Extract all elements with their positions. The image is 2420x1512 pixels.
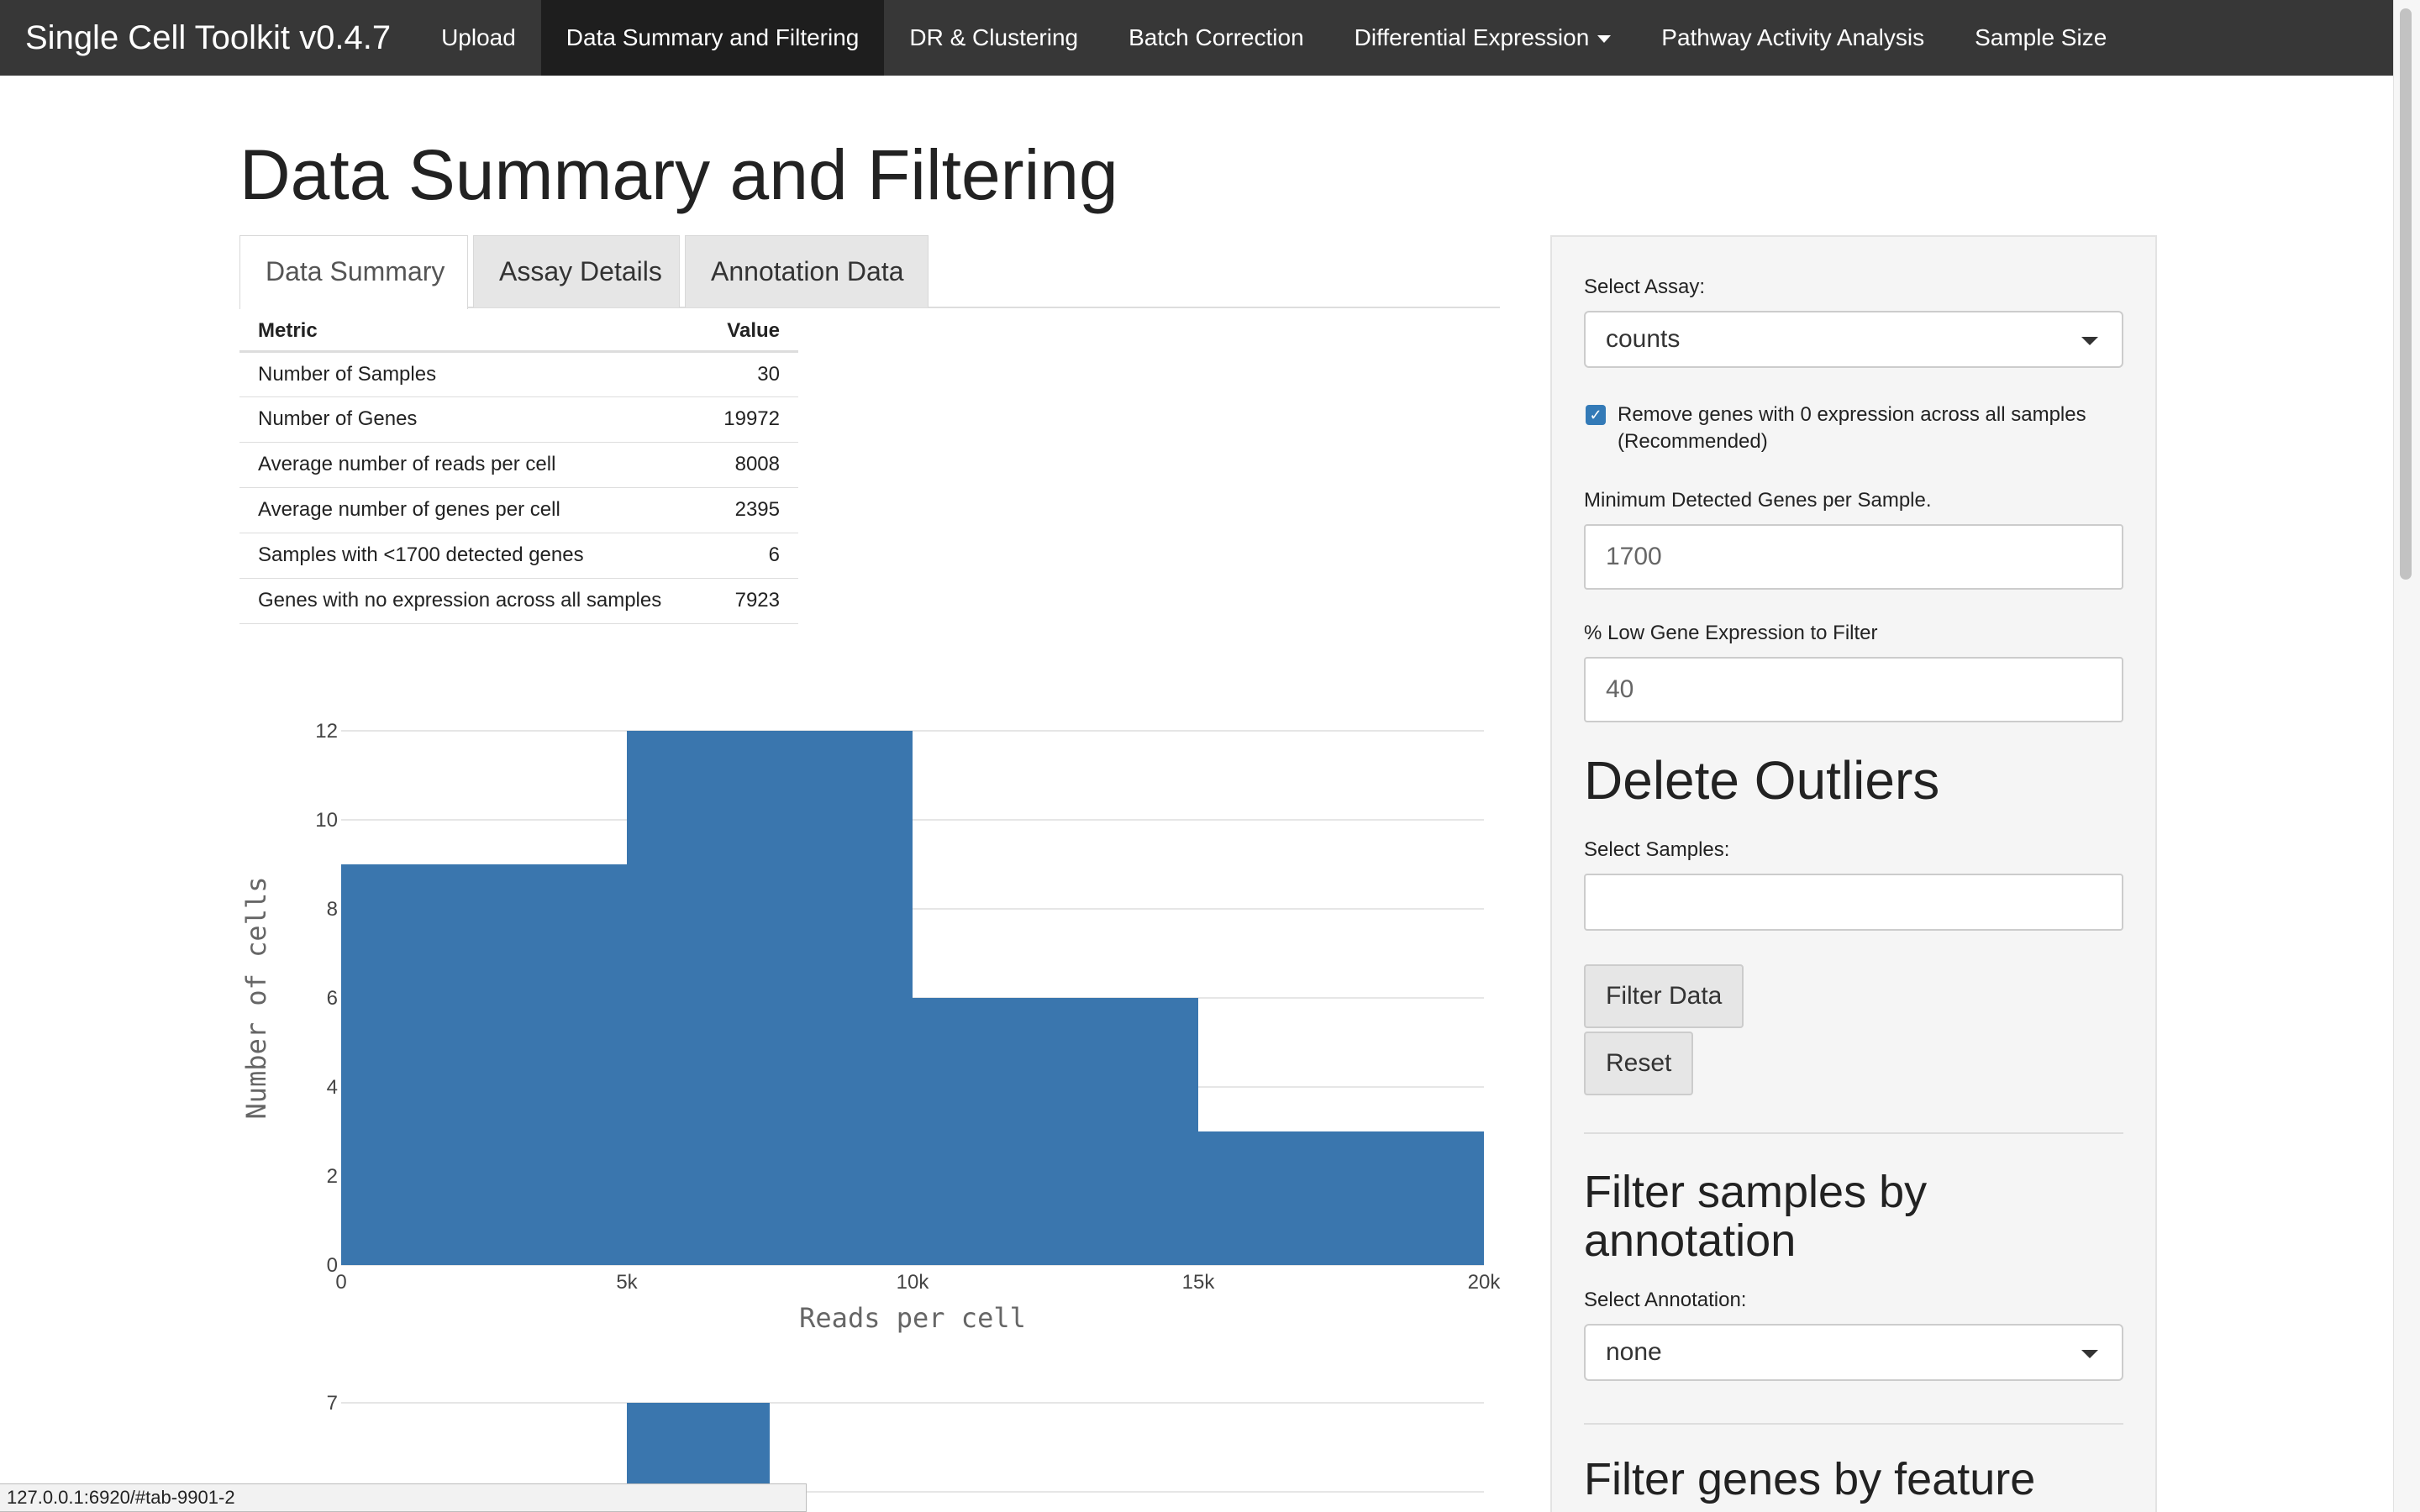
x-tick-label: 5k [616,1271,638,1294]
annotation-select[interactable]: none [1584,1324,2123,1381]
remove-genes-checkbox[interactable]: ✓ [1586,405,1606,425]
reset-button[interactable]: Reset [1584,1032,1694,1095]
y-tick-label: 0 [327,1254,338,1277]
y-tick-label: 12 [315,720,338,743]
section-divider [1584,1423,2123,1425]
value-cell: 2395 [701,487,798,533]
value-cell: 19972 [701,396,798,443]
caret-down-icon [1597,35,1612,44]
y-tick-label: 10 [315,809,338,832]
select-annotation-label: Select Annotation: [1584,1289,1747,1311]
select-samples-label: Select Samples: [1584,838,1730,861]
histogram-bar[interactable] [1198,1131,1484,1265]
filter-annotation-heading: Filter samples by annotation [1584,1167,1928,1266]
caret-down-icon [2081,1350,2098,1358]
nav-differential-expression-label: Differential Expression [1354,24,1590,50]
metric-cell: Average number of reads per cell [239,442,701,488]
table-row: Genes with no expression across all samp… [239,578,798,624]
table-row: Average number of genes per cell 2395 [239,487,798,533]
value-cell: 6 [701,533,798,579]
x-axis-title: Reads per cell [799,1302,1026,1334]
histogram-bar[interactable] [913,998,1198,1265]
remove-genes-label: Remove genes with 0 expression across al… [1618,403,2086,453]
summary-table: Metric Value Number of Samples 30 Number… [239,312,798,624]
delete-outliers-heading: Delete Outliers [1584,750,1940,811]
y-tick-label: 7 [327,1392,338,1415]
table-row: Number of Genes 19972 [239,396,798,443]
table-row: Number of Samples 30 [239,351,798,397]
min-genes-input[interactable]: 1700 [1584,524,2123,590]
metric-cell: Average number of genes per cell [239,487,701,533]
nav-differential-expression[interactable]: Differential Expression [1329,0,1637,76]
select-samples-input[interactable] [1584,874,2123,931]
histogram-bar[interactable] [341,864,627,1265]
x-tick-label: 20k [1468,1271,1502,1294]
y-tick-label: 8 [327,898,338,921]
top-navbar: Single Cell Toolkit v0.4.7 Upload Data S… [0,0,2393,76]
metric-cell: Samples with <1700 detected genes [239,533,701,579]
section-divider [1584,1132,2123,1134]
x-tick-label: 0 [335,1271,346,1294]
annotation-select-value: none [1606,1338,1662,1366]
min-genes-label: Minimum Detected Genes per Sample. [1584,489,1932,512]
metric-cell: Number of Genes [239,396,701,443]
y-tick-label: 2 [327,1165,338,1188]
nav-batch-correction[interactable]: Batch Correction [1128,24,1304,50]
nav-pathway-activity[interactable]: Pathway Activity Analysis [1661,24,1925,50]
low-expression-input[interactable]: 40 [1584,657,2123,722]
metric-cell: Number of Samples [239,351,701,397]
y-axis-title: Number of cells [240,877,272,1120]
metric-cell: Genes with no expression across all samp… [239,578,701,624]
reads-per-cell-histogram[interactable]: 0 2 4 6 8 10 12 0 5k 10k 15k 20k Reads per cell Numbe… [227,706,1521,1344]
filter-data-button[interactable]: Filter Data [1584,964,1744,1028]
column-header-value: Value [701,312,798,353]
app-brand[interactable]: Single Cell Toolkit v0.4.7 [25,19,392,56]
y-tick-label: 4 [327,1076,338,1099]
y-tick-label: 6 [327,987,338,1010]
tabs-divider [239,307,1500,308]
low-expression-label: % Low Gene Expression to Filter [1584,622,1878,644]
histogram-bar[interactable] [627,731,913,1265]
table-header-row: Metric Value [239,312,798,353]
value-cell: 30 [701,351,798,397]
nav-dr-clustering[interactable]: DR & Clustering [909,24,1079,50]
filter-genes-heading: Filter genes by feature [1584,1454,2036,1504]
nav-sample-size[interactable]: Sample Size [1975,24,2107,50]
page-title: Data Summary and Filtering [239,135,1118,214]
tab-data-summary[interactable]: Data Summary [239,235,468,309]
x-tick-label: 10k [897,1271,930,1294]
x-tick-label: 15k [1182,1271,1216,1294]
caret-down-icon [2081,337,2098,345]
nav-data-summary-filtering[interactable]: Data Summary and Filtering [540,0,885,76]
tab-annotation-data[interactable]: Annotation Data [685,235,929,307]
value-cell: 8008 [701,442,798,488]
table-row: Average number of reads per cell 8008 [239,442,798,488]
column-header-metric: Metric [239,312,701,353]
browser-status-url: 127.0.0.1:6920/#tab-9901-2 [0,1483,807,1512]
tab-assay-details[interactable]: Assay Details [473,235,680,307]
value-cell: 7923 [701,578,798,624]
assay-select-value: counts [1606,325,1681,353]
page-scrollbar-thumb[interactable] [2400,8,2412,580]
filter-sidebar: Select Assay: counts ✓ Remove genes with… [1550,235,2157,1512]
table-row: Samples with <1700 detected genes 6 [239,533,798,579]
nav-upload[interactable]: Upload [441,24,516,50]
select-assay-label: Select Assay: [1584,276,1706,298]
assay-select[interactable]: counts [1584,311,2123,368]
